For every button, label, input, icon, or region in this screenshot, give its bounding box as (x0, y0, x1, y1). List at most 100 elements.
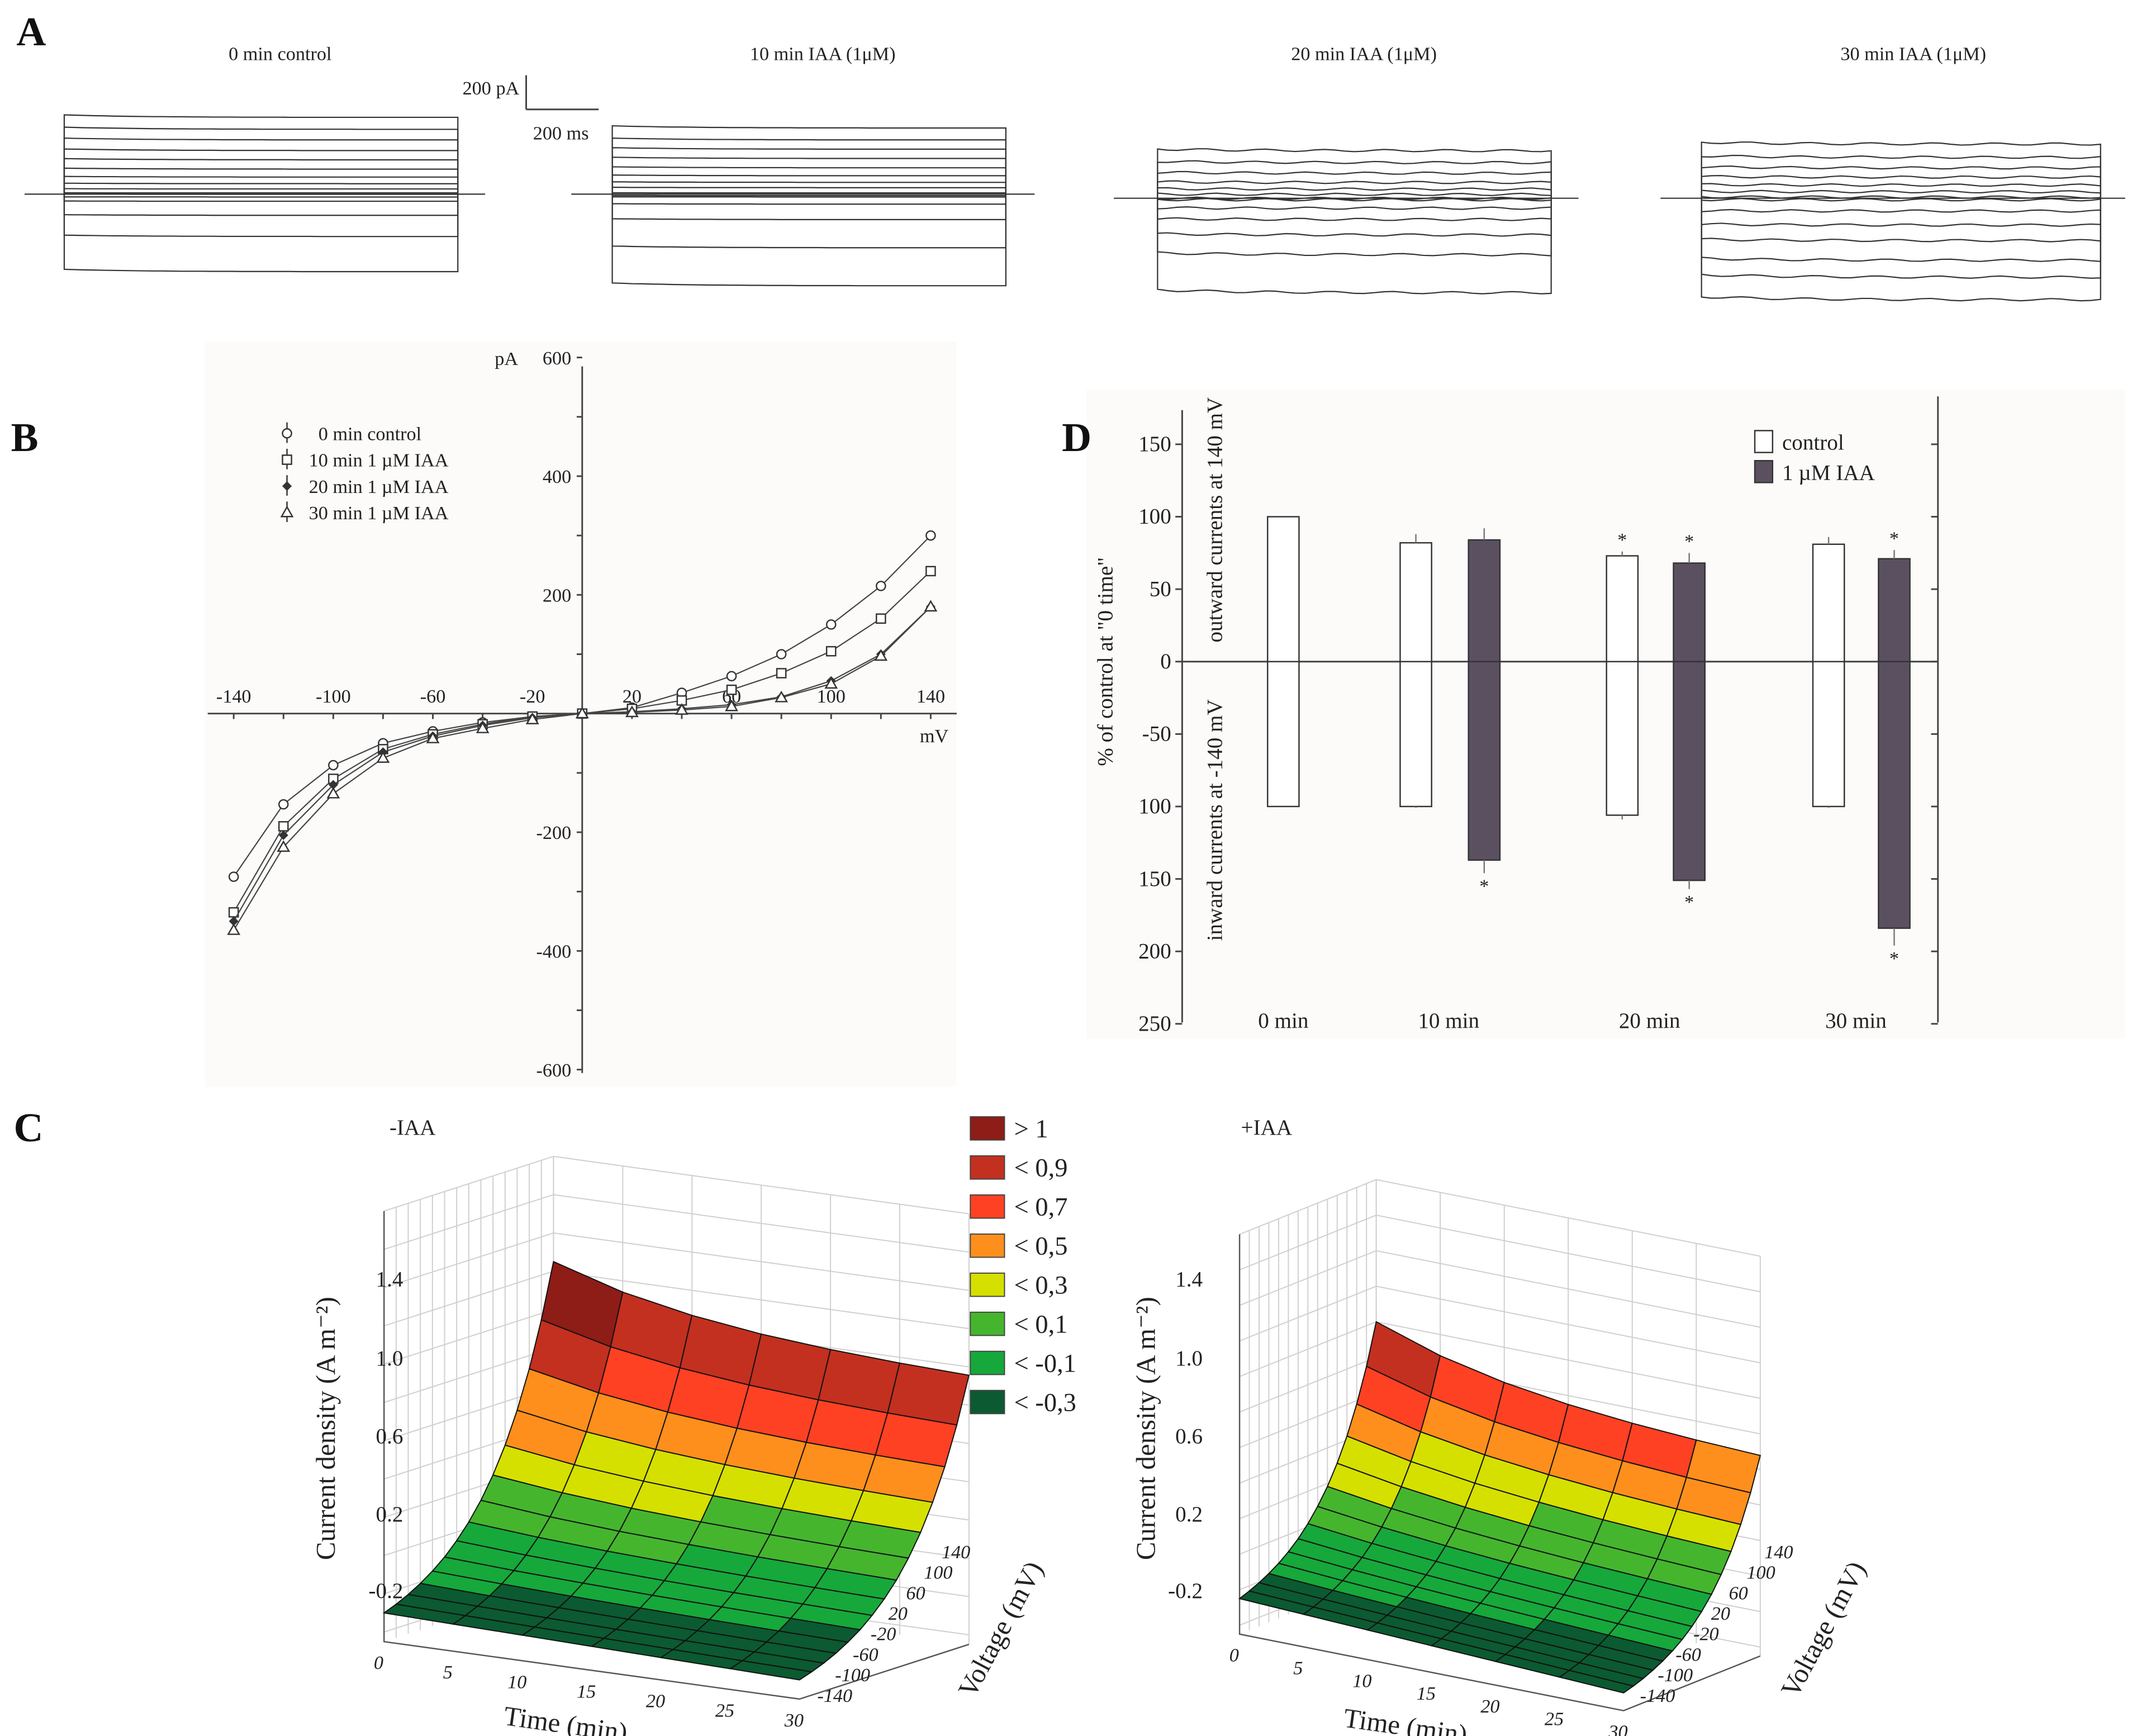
voltage-tick-label: -100 (1658, 1664, 1693, 1686)
bar-inward (1812, 661, 1845, 808)
current-trace (611, 156, 1006, 195)
current-trace (1701, 155, 2101, 198)
category-label: 0 min (1258, 1009, 1308, 1033)
current-trace (1157, 170, 1552, 198)
x-axis-label: mV (920, 725, 949, 747)
data-point (227, 923, 241, 935)
legend-marker (282, 454, 292, 465)
data-point (924, 600, 938, 612)
current-trace (63, 194, 459, 202)
time-tick-label: 5 (443, 1662, 453, 1683)
data-point (575, 706, 589, 719)
current-trace (611, 147, 1006, 195)
legend-label: < 0,7 (1014, 1193, 1068, 1222)
surface-title: +IAA (1241, 1116, 1293, 1140)
grid-line (383, 1232, 970, 1291)
data-point (825, 619, 837, 630)
current-trace (1157, 198, 1552, 221)
panel-letter-d: D (1062, 415, 1091, 460)
scale-time-label: 200 ms (533, 123, 589, 144)
z-axis-label: Current density (A m⁻²) (1130, 1297, 1161, 1560)
data-point (874, 649, 888, 661)
current-trace (1701, 198, 2101, 213)
current-trace (63, 114, 459, 195)
legend-marker (282, 481, 292, 491)
y-tick-label: 100 (1138, 505, 1171, 529)
current-trace (611, 194, 1006, 249)
current-trace (63, 182, 459, 195)
z-tick-label: 1.4 (376, 1267, 403, 1291)
bar-outward (1399, 542, 1432, 662)
category-label: 10 min (1418, 1009, 1479, 1033)
data-point (776, 649, 787, 660)
y-tick-label: 400 (543, 466, 571, 487)
current-trace (63, 176, 459, 195)
legend-swatch (970, 1194, 1005, 1219)
time-tick-label: 10 (1352, 1670, 1371, 1691)
voltage-tick-label: 100 (924, 1562, 952, 1583)
bar-outward (1812, 543, 1845, 662)
y-tick-label: -600 (536, 1060, 571, 1081)
current-trace (1701, 198, 2101, 202)
y-tick-label: -400 (536, 941, 571, 962)
current-trace (63, 126, 459, 195)
voltage-tick-label: -60 (853, 1644, 879, 1665)
current-trace (611, 166, 1006, 195)
legend-marker (282, 428, 292, 439)
data-point (476, 721, 490, 733)
data-point (326, 786, 340, 799)
z-tick-label: -0.2 (369, 1579, 403, 1603)
y-axis-label: % of control at "0 time" (1094, 557, 1118, 766)
current-trace (611, 181, 1006, 195)
x-tick-label: -140 (216, 686, 251, 707)
z-tick-label: 1.4 (1175, 1267, 1203, 1291)
current-trace (1701, 198, 2101, 243)
y-tick-label: -200 (536, 822, 571, 843)
time-tick-label: 5 (1293, 1657, 1303, 1678)
voltage-tick-label: -140 (817, 1685, 852, 1706)
legend-label: 30 min 1 µM IAA (309, 502, 449, 524)
z-axis-label: Current density (A m⁻²) (310, 1297, 341, 1560)
data-point (278, 821, 289, 832)
legend-swatch (970, 1350, 1005, 1375)
z-tick-label: 0.2 (1175, 1502, 1203, 1526)
legend-swatch (1754, 460, 1774, 483)
legend-label: < 0,1 (1014, 1310, 1068, 1339)
z-tick-label: 1.0 (1175, 1346, 1203, 1370)
data-point (776, 668, 787, 679)
legend-swatch (1754, 430, 1774, 453)
time-tick-label: 15 (577, 1681, 596, 1702)
grid-line (1239, 1286, 1761, 1364)
x-tick-label: 140 (917, 686, 945, 707)
significance-mark: * (1889, 948, 1899, 969)
data-point (426, 732, 440, 743)
data-point (925, 530, 936, 541)
bar-outward (1673, 562, 1706, 662)
panel-letter-a: A (16, 9, 46, 54)
bar-outward (1266, 516, 1300, 662)
legend-label: 1 µM IAA (1782, 461, 1875, 485)
x-tick-label: -20 (520, 686, 545, 707)
current-trace (1701, 165, 2101, 198)
voltage-tick-label: 140 (942, 1541, 970, 1563)
panel-b-iv-chart: -140 -100 -60 -20 20 60 100 140600400200-200-40… (207, 348, 957, 1081)
bar-outward (1468, 539, 1501, 662)
grid-line (383, 1194, 970, 1253)
bar-outward (1878, 558, 1911, 662)
current-trace (611, 194, 1006, 205)
data-point (825, 646, 837, 657)
current-trace (611, 192, 1006, 195)
current-trace (1701, 183, 2101, 198)
time-tick-label: 10 (507, 1671, 526, 1692)
legend-swatch (970, 1389, 1005, 1415)
y-tick-label: 200 (1138, 939, 1171, 963)
x-tick-label: 100 (817, 686, 846, 707)
voltage-tick-label: -20 (871, 1624, 896, 1645)
data-point (278, 799, 289, 810)
data-point (376, 751, 390, 763)
time-tick-label: 0 (374, 1652, 383, 1673)
axis-frame (1238, 1234, 1761, 1711)
x-tick-label: -100 (316, 686, 351, 707)
current-trace (1157, 180, 1552, 198)
current-trace (611, 187, 1006, 195)
